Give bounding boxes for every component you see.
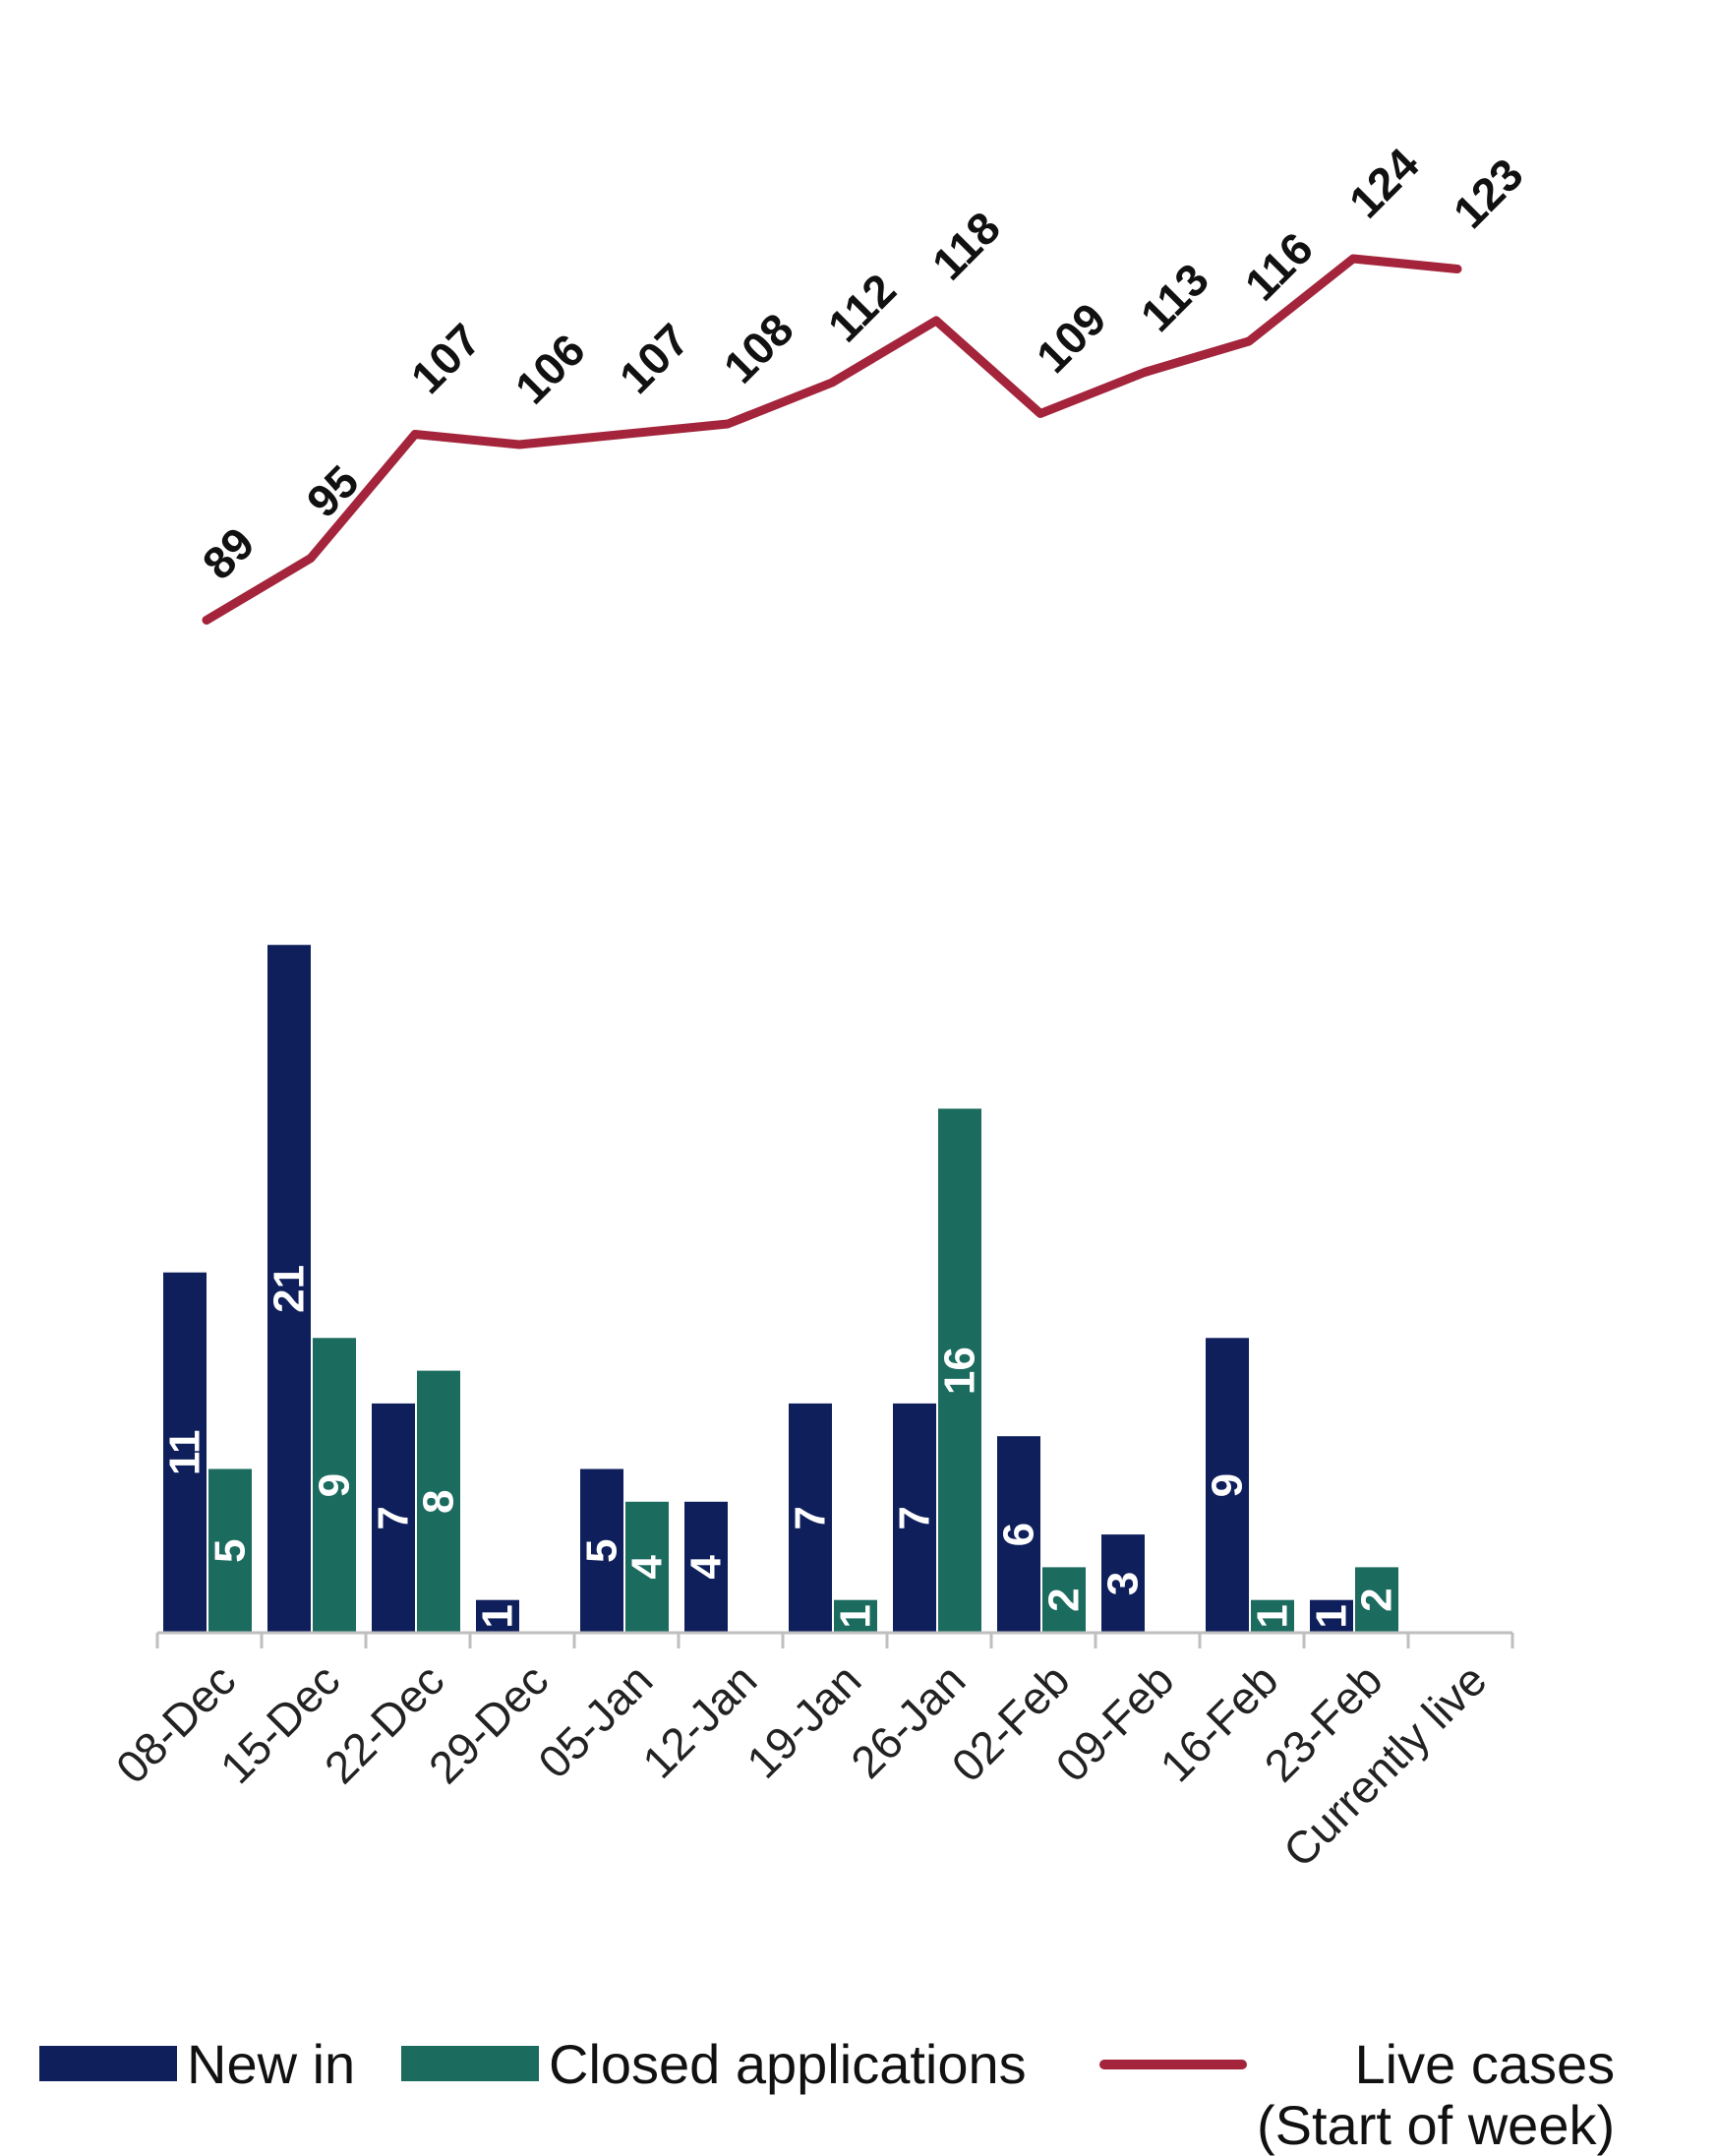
- bar-closed-2: [417, 1370, 460, 1633]
- data-label-new-in-1: 21: [266, 1265, 314, 1313]
- bar-new-in-8: [997, 1436, 1040, 1633]
- live-cases-line: [202, 254, 1462, 625]
- data-label-new-in-3: 1: [474, 1604, 522, 1628]
- data-label-live-cases-3: 106: [505, 324, 595, 413]
- bar-new-in-6: [789, 1403, 832, 1633]
- bar-new-in-9: [1101, 1534, 1145, 1633]
- data-label-live-cases-0: 89: [193, 517, 265, 589]
- data-label-new-in-10: 9: [1204, 1473, 1252, 1497]
- bar-closed-0: [208, 1468, 252, 1633]
- legend-label-live-cases: Live cases (Start of week): [1247, 2034, 1615, 2156]
- data-label-live-cases-4: 107: [610, 314, 699, 403]
- legend-swatch-new-in: [39, 2046, 177, 2081]
- bar-new-in-7: [893, 1403, 936, 1633]
- bar-closed-4: [625, 1501, 669, 1633]
- x-tick-label-9: 09-Feb: [1046, 1654, 1184, 1792]
- x-tick-label-3: 29-Dec: [419, 1654, 559, 1794]
- data-label-live-cases-7: 118: [922, 202, 1010, 289]
- data-label-new-in-5: 4: [682, 1555, 731, 1580]
- legend-label-new-in: New in: [187, 2033, 356, 2095]
- data-label-live-cases-2: 107: [401, 314, 491, 403]
- data-label-closed-1: 9: [311, 1473, 359, 1497]
- bar-closed-11: [1355, 1567, 1398, 1633]
- data-label-new-in-0: 11: [161, 1430, 209, 1476]
- bar-new-in-2: [372, 1403, 415, 1633]
- data-label-live-cases-11: 124: [1339, 138, 1429, 227]
- data-label-closed-2: 8: [415, 1490, 463, 1514]
- data-label-new-in-8: 6: [995, 1523, 1043, 1546]
- x-tick-label-4: 05-Jan: [528, 1654, 662, 1788]
- legend-label-live-cases-line2: (Start of week): [1257, 2094, 1616, 2156]
- data-label-new-in-2: 7: [370, 1506, 418, 1529]
- data-label-new-in-4: 5: [578, 1539, 626, 1563]
- bar-new-in-0: [163, 1272, 207, 1633]
- x-axis: 08-Dec15-Dec22-Dec29-Dec05-Jan12-Jan19-J…: [106, 1631, 1514, 1877]
- x-tick-label-6: 19-Jan: [737, 1654, 870, 1788]
- data-label-live-cases-12: 123: [1444, 149, 1533, 238]
- legend-label-closed-applications: Closed applications: [549, 2033, 1027, 2095]
- legend-item-closed-applications: Closed applications: [401, 2034, 1027, 2095]
- legend-item-new-in: New in: [39, 2034, 355, 2095]
- bar-closed-7: [938, 1108, 981, 1633]
- bar-new-in-3: [476, 1599, 519, 1633]
- data-label-closed-6: 1: [832, 1604, 880, 1628]
- bars-layer: [163, 944, 1398, 1633]
- data-label-new-in-6: 7: [787, 1506, 835, 1529]
- data-label-closed-7: 16: [936, 1347, 984, 1395]
- data-label-live-cases-1: 95: [297, 455, 369, 527]
- data-label-new-in-11: 1: [1308, 1604, 1356, 1628]
- legend-swatch-live-cases: [1099, 2060, 1247, 2069]
- legend: New in Closed applications Live cases (S…: [0, 2006, 1717, 2156]
- data-label-live-cases-5: 108: [714, 303, 803, 392]
- x-tick-label-8: 02-Feb: [942, 1654, 1080, 1792]
- live-cases-line-layer: [202, 254, 1462, 625]
- data-label-live-cases-6: 112: [818, 264, 906, 351]
- data-label-new-in-9: 3: [1099, 1572, 1148, 1595]
- data-label-live-cases-8: 109: [1027, 293, 1116, 383]
- bar-new-in-10: [1206, 1338, 1249, 1633]
- data-label-closed-8: 2: [1040, 1587, 1089, 1611]
- legend-label-live-cases-line1: Live cases: [1354, 2033, 1616, 2095]
- data-label-closed-11: 2: [1353, 1587, 1401, 1611]
- data-label-closed-0: 5: [207, 1539, 255, 1563]
- bar-closed-6: [834, 1599, 877, 1633]
- bar-new-in-5: [684, 1501, 728, 1633]
- bar-closed-8: [1042, 1567, 1086, 1633]
- legend-item-live-cases: Live cases (Start of week): [1099, 2034, 1615, 2156]
- x-tick-label-10: 16-Feb: [1151, 1654, 1288, 1792]
- bar-new-in-11: [1310, 1599, 1353, 1633]
- chart: 08-Dec15-Dec22-Dec29-Dec05-Jan12-Jan19-J…: [106, 138, 1533, 1877]
- data-label-closed-10: 1: [1249, 1604, 1297, 1628]
- data-label-live-cases-9: 113: [1131, 254, 1218, 341]
- data-label-closed-4: 4: [623, 1555, 672, 1580]
- bar-new-in-1: [267, 944, 311, 1633]
- legend-swatch-closed-applications: [401, 2046, 539, 2081]
- data-label-new-in-7: 7: [891, 1506, 939, 1529]
- bar-closed-1: [313, 1338, 356, 1633]
- bar-closed-10: [1251, 1599, 1294, 1633]
- x-tick-label-5: 12-Jan: [632, 1654, 766, 1788]
- bar-new-in-4: [580, 1468, 623, 1633]
